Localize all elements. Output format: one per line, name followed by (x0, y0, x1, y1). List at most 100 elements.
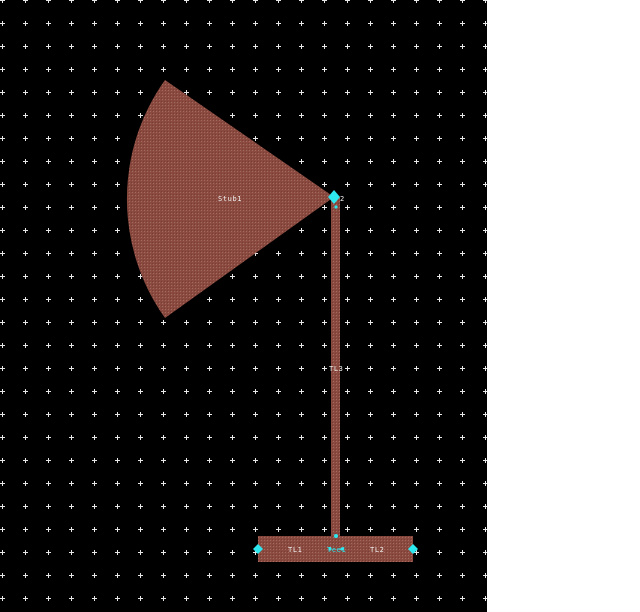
grid-marker (437, 320, 442, 325)
grid-marker (230, 0, 235, 3)
grid-marker (483, 504, 487, 509)
transmission-line-tl3[interactable] (331, 197, 340, 549)
grid-marker (115, 136, 120, 141)
pin-tee-center[interactable] (328, 547, 344, 551)
grid-marker (276, 67, 281, 72)
grid-marker (0, 458, 5, 463)
pin-tl2-right[interactable] (408, 544, 418, 554)
grid-marker (414, 527, 419, 532)
grid-marker (92, 182, 97, 187)
grid-marker (0, 389, 5, 394)
grid-marker (391, 412, 396, 417)
grid-marker (460, 136, 465, 141)
grid-marker (437, 366, 442, 371)
grid-marker (92, 44, 97, 49)
canvas-background (0, 0, 487, 612)
grid-marker (414, 182, 419, 187)
pin-tee-top[interactable] (334, 534, 338, 538)
grid-marker (138, 550, 143, 555)
grid-marker (414, 251, 419, 256)
grid-marker (46, 182, 51, 187)
grid-marker (414, 596, 419, 601)
layout-drawing[interactable]: Stub1 2 TL3 TL1 Tee1 TL2 (0, 0, 487, 612)
grid-marker (69, 504, 74, 509)
grid-marker (115, 0, 120, 3)
grid-marker (414, 573, 419, 578)
grid-marker (0, 205, 5, 210)
grid-marker (299, 0, 304, 3)
pin-top[interactable] (328, 190, 340, 209)
radial-stub[interactable] (126, 80, 334, 318)
pin-tl1-left[interactable] (253, 544, 263, 554)
grid-marker (23, 320, 28, 325)
grid-marker (0, 274, 5, 279)
grid-marker (322, 0, 327, 3)
grid-marker (276, 320, 281, 325)
grid-marker (391, 366, 396, 371)
grid-marker (460, 320, 465, 325)
grid-marker (46, 44, 51, 49)
tl1-label: TL1 (288, 546, 302, 554)
grid-marker (368, 320, 373, 325)
grid-marker (69, 136, 74, 141)
grid-marker (437, 205, 442, 210)
pin-diamond-icon[interactable] (408, 544, 418, 554)
grid-marker (184, 44, 189, 49)
grid-marker (138, 596, 143, 601)
grid-marker (138, 527, 143, 532)
grid-marker (0, 412, 5, 417)
grid-marker (46, 297, 51, 302)
grid-marker (115, 366, 120, 371)
grid-marker (368, 412, 373, 417)
grid-marker (69, 366, 74, 371)
grid-marker (483, 458, 487, 463)
grid-marker (345, 573, 350, 578)
grid-marker (253, 343, 258, 348)
grid-marker (483, 573, 487, 578)
grid-marker (322, 412, 327, 417)
grid-marker (161, 481, 166, 486)
grid-marker (345, 320, 350, 325)
grid-marker (46, 504, 51, 509)
grid-marker (437, 297, 442, 302)
grid-marker (437, 550, 442, 555)
grid-marker (299, 21, 304, 26)
grid-marker (322, 90, 327, 95)
grid-marker (483, 596, 487, 601)
grid-marker (299, 67, 304, 72)
grid-marker (276, 90, 281, 95)
grid-marker (23, 136, 28, 141)
pin-diamond-icon[interactable] (253, 544, 263, 554)
grid-marker (46, 550, 51, 555)
grid-marker (299, 159, 304, 164)
grid-marker (322, 182, 327, 187)
grid-marker (92, 458, 97, 463)
transmission-line-tl2[interactable] (342, 536, 413, 562)
tee-junction[interactable] (326, 536, 344, 562)
pin-diamond-icon[interactable] (328, 190, 340, 204)
grid-marker (460, 527, 465, 532)
grid-marker (460, 159, 465, 164)
grid-marker (460, 113, 465, 118)
grid-marker (391, 21, 396, 26)
grid-marker (368, 44, 373, 49)
grid-marker (69, 596, 74, 601)
grid-marker (115, 389, 120, 394)
grid-marker (138, 481, 143, 486)
grid-marker (322, 527, 327, 532)
grid-marker (345, 182, 350, 187)
grid-marker (391, 44, 396, 49)
transmission-line-tl1[interactable] (258, 536, 334, 562)
grid-marker (345, 596, 350, 601)
grid-marker (276, 113, 281, 118)
layout-canvas[interactable]: Stub1 2 TL3 TL1 Tee1 TL2 (0, 0, 487, 612)
grid-marker (460, 343, 465, 348)
grid-marker (138, 435, 143, 440)
grid-marker (460, 596, 465, 601)
grid-marker (414, 67, 419, 72)
grid-marker (230, 90, 235, 95)
grid-marker (437, 596, 442, 601)
grid-marker (437, 44, 442, 49)
grid-marker (460, 21, 465, 26)
grid-marker (115, 504, 120, 509)
